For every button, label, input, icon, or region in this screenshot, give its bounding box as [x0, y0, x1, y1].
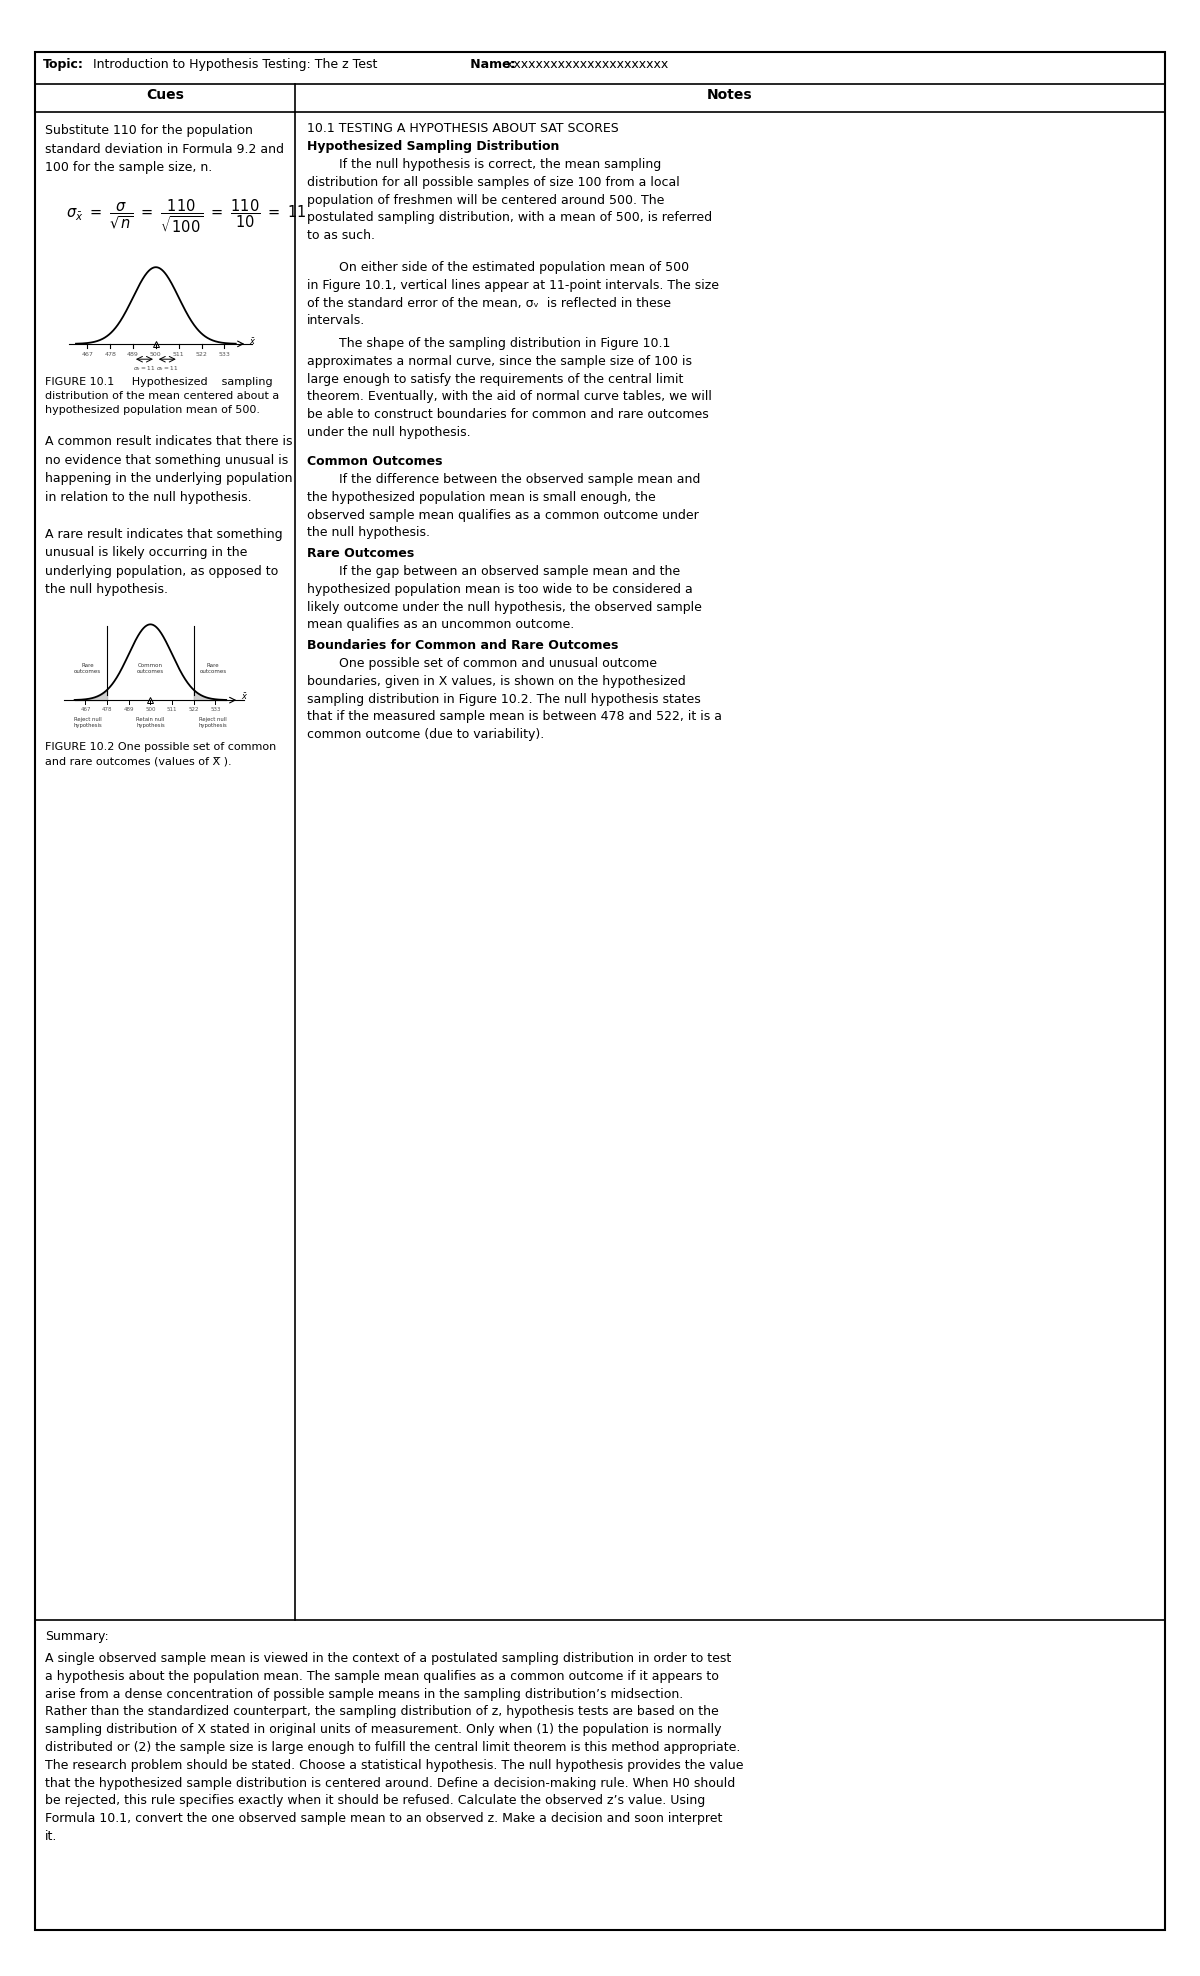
Text: 478: 478 — [102, 707, 113, 711]
Text: 10.1 TESTING A HYPOTHESIS ABOUT SAT SCORES: 10.1 TESTING A HYPOTHESIS ABOUT SAT SCOR… — [307, 123, 619, 134]
Text: 522: 522 — [196, 352, 208, 356]
Text: Introduction to Hypothesis Testing: The z Test: Introduction to Hypothesis Testing: The … — [89, 57, 377, 71]
Text: 489: 489 — [127, 352, 139, 356]
Text: Substitute 110 for the population
standard deviation in Formula 9.2 and
100 for : Substitute 110 for the population standa… — [46, 124, 284, 174]
Text: Reject null
hypothesis: Reject null hypothesis — [199, 717, 228, 727]
Text: If the null hypothesis is correct, the mean sampling
distribution for all possib: If the null hypothesis is correct, the m… — [307, 158, 712, 243]
Text: A common result indicates that there is
no evidence that something unusual is
ha: A common result indicates that there is … — [46, 435, 293, 597]
Text: $\sigma_{\bar{x}}=11$: $\sigma_{\bar{x}}=11$ — [156, 364, 179, 373]
Text: The shape of the sampling distribution in Figure 10.1
approximates a normal curv: The shape of the sampling distribution i… — [307, 338, 712, 439]
Text: FIGURE 10.2 One possible set of common
and rare outcomes (values of X̅ ).: FIGURE 10.2 One possible set of common a… — [46, 743, 276, 767]
Text: 522: 522 — [188, 707, 199, 711]
Text: 511: 511 — [173, 352, 185, 356]
Text: Cues: Cues — [146, 89, 184, 103]
Text: Summary:: Summary: — [46, 1630, 109, 1642]
Text: Name:: Name: — [444, 57, 516, 71]
Text: 467: 467 — [80, 707, 91, 711]
Text: Retain null
hypothesis: Retain null hypothesis — [136, 717, 164, 727]
Text: Common
outcomes: Common outcomes — [137, 662, 164, 674]
Text: FIGURE 10.1     Hypothesized    sampling
distribution of the mean centered about: FIGURE 10.1 Hypothesized sampling distri… — [46, 377, 280, 415]
Text: 500: 500 — [150, 352, 162, 356]
Text: Notes: Notes — [707, 89, 752, 103]
Text: Topic:: Topic: — [43, 57, 84, 71]
Text: $\bar{x}$: $\bar{x}$ — [241, 692, 248, 703]
Text: $\sigma_{\bar{x}}\ =\ \dfrac{\sigma}{\sqrt{n}}\ =\ \dfrac{110}{\sqrt{100}}\ =\ \: $\sigma_{\bar{x}}\ =\ \dfrac{\sigma}{\sq… — [66, 198, 307, 235]
Text: If the gap between an observed sample mean and the
hypothesized population mean : If the gap between an observed sample me… — [307, 565, 702, 632]
Text: 533: 533 — [218, 352, 230, 356]
Text: $\sigma_{\bar{x}}=11$: $\sigma_{\bar{x}}=11$ — [133, 364, 156, 373]
Text: 489: 489 — [124, 707, 134, 711]
Text: xxxxxxxxxxxxxxxxxxxxxx: xxxxxxxxxxxxxxxxxxxxxx — [502, 57, 668, 71]
Text: If the difference between the observed sample mean and
the hypothesized populati: If the difference between the observed s… — [307, 472, 701, 539]
Text: 511: 511 — [167, 707, 178, 711]
Text: Common Outcomes: Common Outcomes — [307, 454, 443, 468]
Text: One possible set of common and unusual outcome
boundaries, given in X values, is: One possible set of common and unusual o… — [307, 656, 722, 741]
Text: $\bar{x}$: $\bar{x}$ — [250, 336, 257, 348]
Text: Boundaries for Common and Rare Outcomes: Boundaries for Common and Rare Outcomes — [307, 638, 618, 652]
Text: 533: 533 — [210, 707, 221, 711]
Text: 467: 467 — [82, 352, 94, 356]
Text: Rare Outcomes: Rare Outcomes — [307, 547, 414, 559]
Text: Rare
outcomes: Rare outcomes — [199, 662, 227, 674]
Text: Rare
outcomes: Rare outcomes — [74, 662, 101, 674]
Text: On either side of the estimated population mean of 500
in Figure 10.1, vertical : On either side of the estimated populati… — [307, 261, 719, 328]
Text: Hypothesized Sampling Distribution: Hypothesized Sampling Distribution — [307, 140, 559, 152]
Text: A single observed sample mean is viewed in the context of a postulated sampling : A single observed sample mean is viewed … — [46, 1652, 744, 1844]
Text: 478: 478 — [104, 352, 116, 356]
Text: 500: 500 — [145, 707, 156, 711]
Text: Reject null
hypothesis: Reject null hypothesis — [73, 717, 102, 727]
